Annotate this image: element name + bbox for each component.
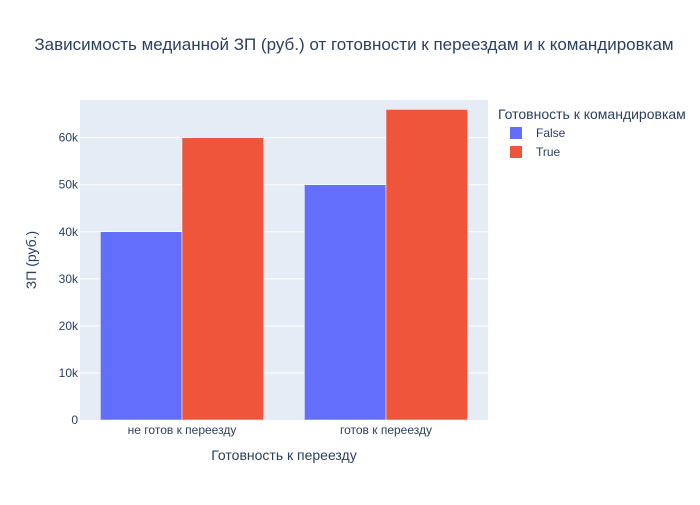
bar	[304, 184, 387, 421]
legend-swatch	[510, 146, 522, 158]
y-tick-label: 20k	[59, 319, 79, 333]
legend-label: False	[536, 126, 566, 140]
x-tick-label: не готов к переезду	[128, 423, 237, 437]
y-axis-title: ЗП (руб.)	[23, 231, 39, 289]
bar	[181, 137, 264, 421]
x-axis-ticks: не готов к переезду готов к переезду	[128, 423, 432, 437]
legend: Готовность к командировкам False True	[498, 106, 686, 159]
legend-items: False True	[510, 126, 566, 159]
bar	[100, 231, 183, 421]
y-axis-ticks: 0 10k 20k 30k 40k 50k 60k	[59, 131, 79, 427]
bars	[100, 109, 468, 421]
chart-title: Зависимость медианной ЗП (руб.) от готов…	[34, 35, 673, 54]
bar	[385, 109, 468, 421]
y-tick-label: 10k	[59, 366, 79, 380]
y-tick-label: 30k	[59, 272, 79, 286]
y-tick-label: 60k	[59, 131, 79, 145]
y-tick-label: 50k	[59, 178, 79, 192]
legend-title: Готовность к командировкам	[498, 106, 686, 122]
x-axis-title: Готовность к переезду	[211, 447, 356, 463]
y-tick-label: 40k	[59, 225, 79, 239]
y-tick-label: 0	[71, 413, 78, 427]
legend-label: True	[536, 145, 561, 159]
legend-swatch	[510, 127, 522, 139]
x-tick-label: готов к переезду	[340, 423, 432, 437]
